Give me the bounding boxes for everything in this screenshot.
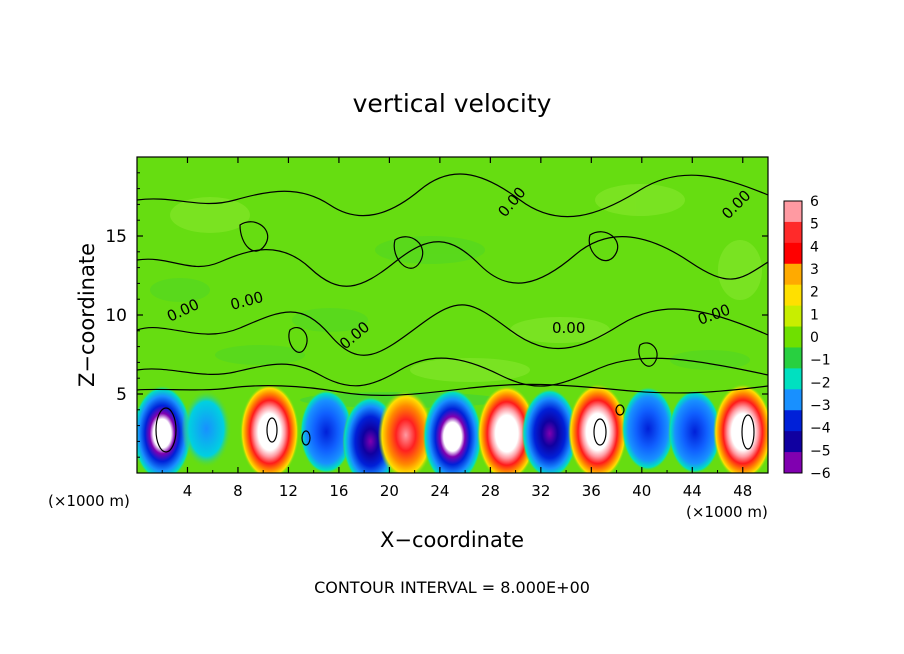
contour-interval-note: CONTOUR INTERVAL = 8.000E+00 — [314, 578, 590, 597]
downdraft-cell — [521, 388, 578, 473]
plot-area: 0.00 0.00 0.00 0.00 0.00 0.00 0.00 — [137, 157, 768, 473]
colorbar-tick-label: 6 — [810, 194, 819, 210]
colorbar-swatch — [784, 284, 802, 307]
y-tick-label: 10 — [105, 306, 127, 326]
chart-title: vertical velocity — [353, 89, 552, 118]
colorbar-tick-label: −6 — [810, 466, 831, 482]
x-tick-label: 4 — [183, 482, 193, 500]
colorbar-tick-label: 4 — [810, 239, 819, 255]
colorbar-tick-label: −5 — [810, 443, 831, 459]
colorbar-swatch — [784, 389, 802, 411]
colorbar-swatch — [784, 347, 802, 369]
colorbar-swatch — [784, 326, 802, 348]
updraft-cell — [568, 383, 628, 473]
colorbar-swatch — [784, 201, 802, 223]
y-axis-label: Z−coordinate — [75, 243, 99, 387]
x-tick-label: 32 — [531, 482, 550, 500]
y-tick-label: 5 — [116, 385, 127, 405]
colorbar-tick-label: 3 — [810, 262, 819, 278]
updraft-cell — [239, 383, 300, 473]
y-tick-label: 15 — [105, 227, 127, 247]
downdraft-cell — [137, 385, 192, 473]
colorbar-tick-label: −4 — [810, 421, 831, 437]
velocity-cells — [137, 383, 768, 473]
colorbar-tick-label: 0 — [810, 330, 819, 346]
downdraft-cell — [422, 388, 483, 473]
updraft-cell — [477, 385, 537, 473]
x-tick-label: 24 — [430, 482, 449, 500]
x-tick-label: 20 — [380, 482, 399, 500]
x-unit-left: (×1000 m) — [48, 492, 130, 510]
colorbar-swatch — [784, 368, 802, 390]
colorbar-swatch — [784, 452, 802, 474]
colorbar-swatch — [784, 305, 802, 328]
colorbar-swatch — [784, 221, 802, 244]
downdraft-cell — [299, 389, 353, 473]
colorbar-tick-label: 1 — [810, 307, 819, 323]
colorbar: 6 5 4 3 2 1 0 −1 −2 −3 −4 −5 −6 — [783, 194, 831, 482]
colorbar-swatch — [784, 242, 802, 265]
background-texture — [150, 184, 762, 408]
x-tick-label: 8 — [233, 482, 243, 500]
x-tick-label: 36 — [582, 482, 601, 500]
downdraft-cell — [181, 389, 232, 468]
x-axis: 4 8 12 16 20 24 28 32 36 40 44 48 — [161, 157, 752, 500]
downdraft-cell — [621, 386, 675, 471]
contour-lines — [137, 173, 768, 453]
x-tick-label: 28 — [481, 482, 500, 500]
colorbar-tick-label: 2 — [810, 285, 819, 301]
x-tick-label: 44 — [683, 482, 702, 500]
x-tick-label: 16 — [329, 482, 348, 500]
x-tick-label: 48 — [733, 482, 752, 500]
x-tick-label: 40 — [632, 482, 651, 500]
colorbar-tick-label: −1 — [810, 353, 831, 369]
colorbar-swatch — [784, 263, 802, 286]
colorbar-frame — [783, 200, 803, 474]
colorbar-tick-label: −3 — [810, 398, 831, 414]
colorbar-swatch — [784, 431, 802, 453]
x-unit-right: (×1000 m) — [686, 503, 768, 521]
updraft-cell — [713, 383, 768, 473]
x-tick-label: 12 — [279, 482, 298, 500]
x-axis-label: X−coordinate — [380, 528, 524, 552]
colorbar-tick-label: −2 — [810, 375, 831, 391]
contour-label: 0.00 — [552, 319, 585, 337]
downdraft-cell — [668, 389, 722, 473]
y-axis: 5 10 15 — [105, 172, 768, 458]
colorbar-swatch — [784, 410, 802, 432]
colorbar-tick-label: 5 — [810, 217, 819, 233]
updraft-cell — [377, 390, 434, 473]
